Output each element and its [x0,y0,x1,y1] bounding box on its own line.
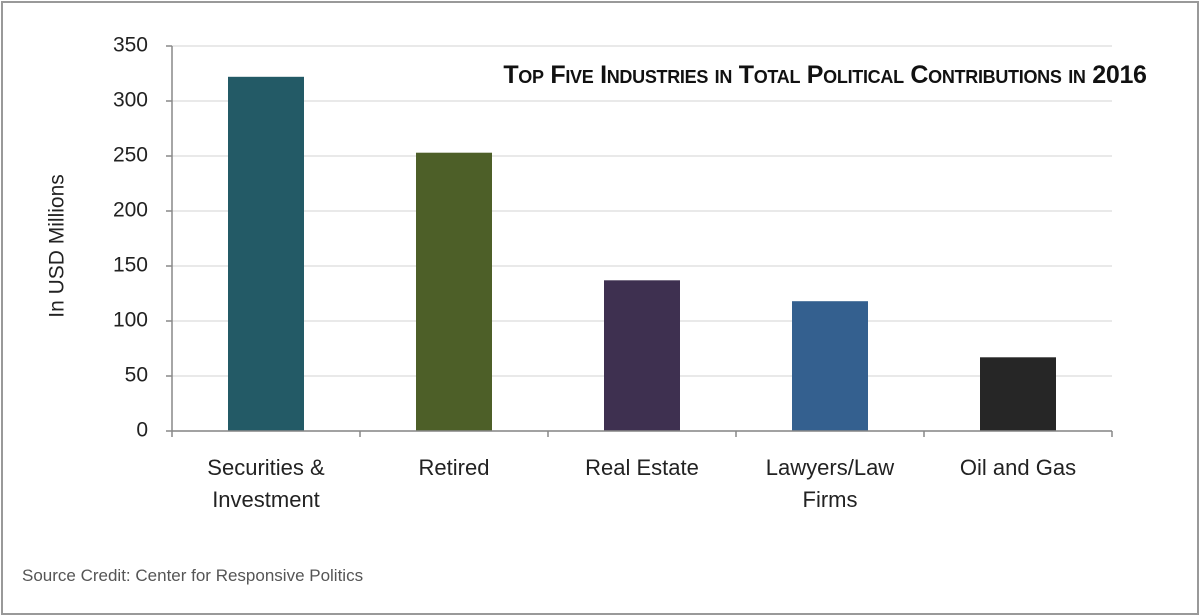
bar [228,76,304,432]
y-tick-label: 200 [113,199,148,222]
x-tick-label: Real Estate [585,455,699,480]
x-tick-label: Oil and Gas [959,455,1077,480]
y-tick-label: 250 [113,144,148,167]
bar [792,301,868,431]
y-axis-label: In USD Millions [46,174,69,318]
x-tick-label: Securities & Investment [207,455,325,512]
y-tick-label: 150 [113,254,148,277]
y-tick-label: 350 [113,34,148,57]
y-tick-label: 100 [113,309,148,332]
bar [416,152,492,431]
bar [604,280,680,431]
x-tick-label: Retired [418,455,490,480]
y-tick-label: 50 [125,364,148,387]
bar [980,357,1056,431]
x-tick-label: Lawyers/Law Firms [765,455,895,512]
y-tick-label: 0 [136,419,148,442]
chart-title: Top Five Industries in Total Political C… [503,61,1147,89]
y-tick-label: 300 [113,89,148,112]
source-credit: Source Credit: Center for Responsive Pol… [22,566,364,585]
